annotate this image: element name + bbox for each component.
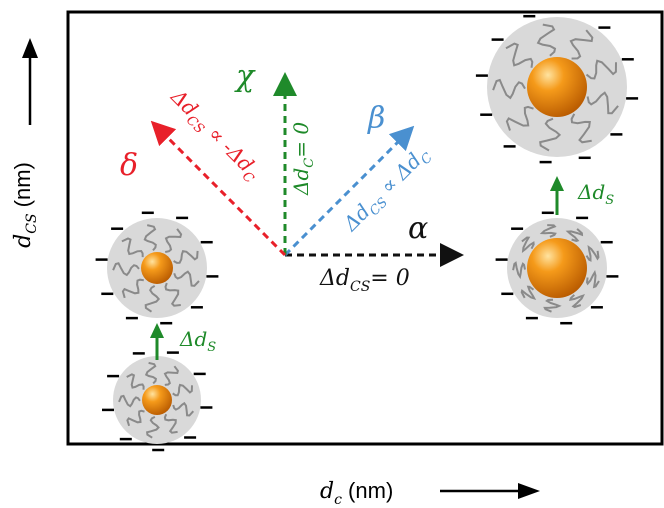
- svg-text:dCS (nm): dCS (nm): [10, 162, 40, 248]
- shell-growth-label-right: ΔdS: [577, 180, 614, 208]
- alpha-symbol: α: [408, 211, 428, 246]
- nanoparticle-core: [527, 57, 587, 117]
- chi-label: ΔdC= 0: [289, 122, 317, 196]
- ligand-chain: [143, 224, 157, 252]
- ligand-chain: [512, 261, 526, 280]
- ligand-chain: [164, 228, 183, 253]
- svg-text:dc (nm): dc (nm): [320, 478, 393, 508]
- ligand-chain: [536, 23, 557, 57]
- particle-small-core-thick-shell: [95, 211, 219, 325]
- ligand-chain: [585, 59, 617, 80]
- beta-symbol: β: [367, 101, 385, 136]
- ligand-chain: [121, 278, 144, 299]
- nanoparticle-core: [141, 252, 173, 284]
- x-axis-arrow: [440, 483, 540, 499]
- ligand-chain: [565, 228, 584, 243]
- shell-growth-label-left: ΔdS: [179, 327, 216, 355]
- ligand-chain: [126, 409, 145, 427]
- ligand-chain: [163, 413, 178, 434]
- ligand-chain: [173, 270, 200, 287]
- delta-symbol: δ: [120, 148, 138, 183]
- ligand-chain: [144, 361, 158, 385]
- ligand-chain: [118, 394, 141, 408]
- particle-small-core-thin-shell: [102, 351, 213, 452]
- particle-large-core-thin-shell: [495, 211, 619, 325]
- vector-delta: [150, 120, 287, 257]
- ligand-chain: [543, 298, 562, 313]
- shell-growth-arrow-left: [150, 323, 164, 360]
- delta-label: ΔdCS ∝ -ΔdC: [163, 84, 266, 187]
- ligand-chain: [172, 383, 193, 397]
- y-axis-arrow: [22, 38, 38, 125]
- ligand-chain: [173, 249, 199, 264]
- alpha-label: ΔdCS= 0: [319, 266, 410, 295]
- shell-growth-arrow-right: [550, 176, 564, 215]
- ligand-chain: [126, 373, 145, 390]
- nanoparticle-core: [527, 238, 587, 298]
- ligand-chain: [163, 365, 179, 386]
- ligand-chain: [145, 416, 160, 439]
- chi-symbol: χ: [234, 59, 256, 94]
- ligand-chain: [164, 282, 181, 307]
- ligand-chain: [585, 269, 600, 289]
- ligand-chain: [112, 262, 140, 277]
- ligand-chain: [586, 91, 619, 115]
- ligand-chain: [539, 117, 562, 152]
- nanoparticle-core: [142, 385, 172, 415]
- ligand-chain: [144, 285, 161, 313]
- vector-beta: [283, 125, 415, 257]
- ligand-chain: [569, 29, 594, 60]
- ligand-chain: [570, 113, 592, 144]
- x-axis-label: dc (nm): [320, 478, 393, 508]
- ligand-chain: [121, 237, 144, 258]
- ligand-chain: [585, 244, 600, 262]
- ligand-chain: [520, 285, 537, 301]
- particle-large-core-thick-shell: [475, 10, 639, 164]
- ligand-chain: [492, 78, 526, 100]
- plot-frame: [66, 10, 664, 446]
- ligand-chain: [569, 293, 585, 309]
- ligand-chain: [505, 42, 534, 68]
- ligand-chain: [505, 105, 534, 131]
- y-axis-label: dCS (nm): [10, 162, 40, 248]
- ligand-chain: [172, 401, 195, 417]
- ligand-chain: [521, 236, 535, 253]
- ligand-chain: [539, 224, 557, 238]
